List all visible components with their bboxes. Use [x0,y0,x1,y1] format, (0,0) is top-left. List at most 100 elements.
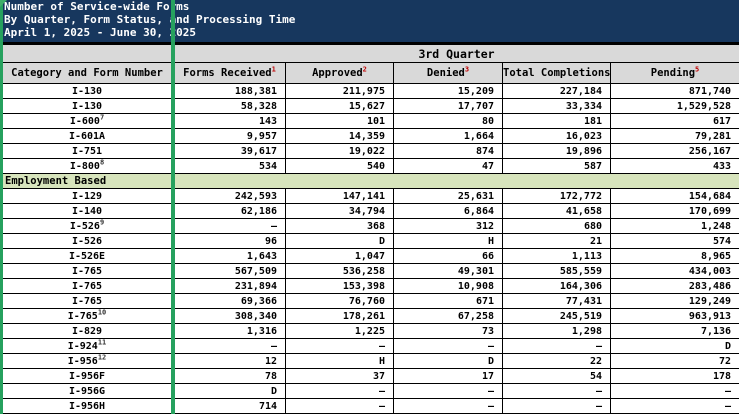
value-cell[interactable]: 227,184 [502,83,611,99]
value-cell[interactable]: 78 [173,368,286,384]
value-cell[interactable]: 17 [393,368,503,384]
value-cell[interactable]: 181 [502,113,611,129]
form-number-cell[interactable]: I-8008 [0,158,174,174]
value-cell[interactable]: 680 [502,218,611,234]
value-cell[interactable]: 39,617 [173,143,286,159]
value-cell[interactable]: D [609,338,739,354]
value-cell[interactable]: 1,316 [173,323,286,339]
value-cell[interactable]: – [393,338,503,354]
value-cell[interactable]: 15,627 [285,98,394,114]
value-cell[interactable]: 69,366 [173,293,286,309]
form-number-cell[interactable]: I-956G [0,383,174,399]
value-cell[interactable]: D [285,233,394,249]
value-cell[interactable]: 72 [609,353,739,369]
form-number-cell[interactable]: I-5269 [0,218,174,234]
value-cell[interactable]: 77,431 [502,293,611,309]
value-cell[interactable]: 256,167 [609,143,739,159]
value-cell[interactable]: 574 [609,233,739,249]
value-cell[interactable]: 73 [393,323,503,339]
value-cell[interactable]: 671 [393,293,503,309]
value-cell[interactable]: 567,509 [173,263,286,279]
value-cell[interactable]: 231,894 [173,278,286,294]
form-number-cell[interactable]: I-526 [0,233,174,249]
value-cell[interactable]: – [173,218,286,234]
value-cell[interactable]: 1,225 [285,323,394,339]
value-cell[interactable]: 54 [502,368,611,384]
value-cell[interactable]: H [285,353,394,369]
value-cell[interactable]: 312 [393,218,503,234]
value-cell[interactable]: – [393,398,503,414]
value-cell[interactable]: – [502,383,611,399]
value-cell[interactable]: – [393,383,503,399]
quarter-label-cell[interactable]: 3rd Quarter [172,44,739,63]
column-header-pending[interactable]: Pending5 [609,62,739,84]
value-cell[interactable]: 37 [285,368,394,384]
value-cell[interactable]: 49,301 [393,263,503,279]
value-cell[interactable]: 96 [173,233,286,249]
value-cell[interactable]: 147,141 [285,188,394,204]
value-cell[interactable]: 9,957 [173,128,286,144]
form-number-cell[interactable]: I-956H [0,398,174,414]
form-number-cell[interactable]: I-76510 [0,308,174,324]
value-cell[interactable]: 16,023 [502,128,611,144]
value-cell[interactable]: 7,136 [609,323,739,339]
value-cell[interactable]: 587 [502,158,611,174]
form-number-cell[interactable]: I-130 [0,98,174,114]
quarter-row-left-cell[interactable] [0,44,174,63]
value-cell[interactable]: 66 [393,248,503,264]
column-header-forms-received[interactable]: Forms Received1 [173,62,286,84]
value-cell[interactable]: 76,760 [285,293,394,309]
form-number-cell[interactable]: I-130 [0,83,174,99]
form-number-cell[interactable]: I-765 [0,293,174,309]
value-cell[interactable]: 79,281 [609,128,739,144]
value-cell[interactable]: 12 [173,353,286,369]
value-cell[interactable]: D [393,353,503,369]
value-cell[interactable]: 41,658 [502,203,611,219]
form-number-cell[interactable]: I-601A [0,128,174,144]
value-cell[interactable]: 368 [285,218,394,234]
value-cell[interactable]: – [173,338,286,354]
value-cell[interactable]: 34,794 [285,203,394,219]
value-cell[interactable]: 1,248 [609,218,739,234]
value-cell[interactable]: 170,699 [609,203,739,219]
value-cell[interactable]: 714 [173,398,286,414]
value-cell[interactable]: 963,913 [609,308,739,324]
value-cell[interactable]: 1,643 [173,248,286,264]
value-cell[interactable]: 25,631 [393,188,503,204]
column-header-approved[interactable]: Approved2 [285,62,394,84]
value-cell[interactable]: 211,975 [285,83,394,99]
value-cell[interactable]: – [609,383,739,399]
value-cell[interactable]: 242,593 [173,188,286,204]
value-cell[interactable]: 15,209 [393,83,503,99]
value-cell[interactable]: 540 [285,158,394,174]
form-number-cell[interactable]: I-95612 [0,353,174,369]
value-cell[interactable]: – [609,398,739,414]
column-header-category[interactable]: Category and Form Number [0,62,174,84]
value-cell[interactable]: 874 [393,143,503,159]
value-cell[interactable]: – [502,338,611,354]
form-number-cell[interactable]: I-6007 [0,113,174,129]
value-cell[interactable]: – [285,338,394,354]
value-cell[interactable]: 188,381 [173,83,286,99]
value-cell[interactable]: 245,519 [502,308,611,324]
form-number-cell[interactable]: I-526E [0,248,174,264]
value-cell[interactable]: 80 [393,113,503,129]
value-cell[interactable]: 536,258 [285,263,394,279]
value-cell[interactable]: 14,359 [285,128,394,144]
value-cell[interactable]: 433 [609,158,739,174]
value-cell[interactable]: 58,328 [173,98,286,114]
value-cell[interactable]: 101 [285,113,394,129]
value-cell[interactable]: 19,896 [502,143,611,159]
form-number-cell[interactable]: I-129 [0,188,174,204]
column-header-total-completions[interactable]: Total Completions4 [502,62,611,84]
form-number-cell[interactable]: I-751 [0,143,174,159]
form-number-cell[interactable]: I-829 [0,323,174,339]
value-cell[interactable]: 617 [609,113,739,129]
value-cell[interactable]: 1,298 [502,323,611,339]
value-cell[interactable]: 10,908 [393,278,503,294]
value-cell[interactable]: 6,864 [393,203,503,219]
value-cell[interactable]: 153,398 [285,278,394,294]
form-number-cell[interactable]: I-765 [0,278,174,294]
value-cell[interactable]: 154,684 [609,188,739,204]
value-cell[interactable]: 21 [502,233,611,249]
